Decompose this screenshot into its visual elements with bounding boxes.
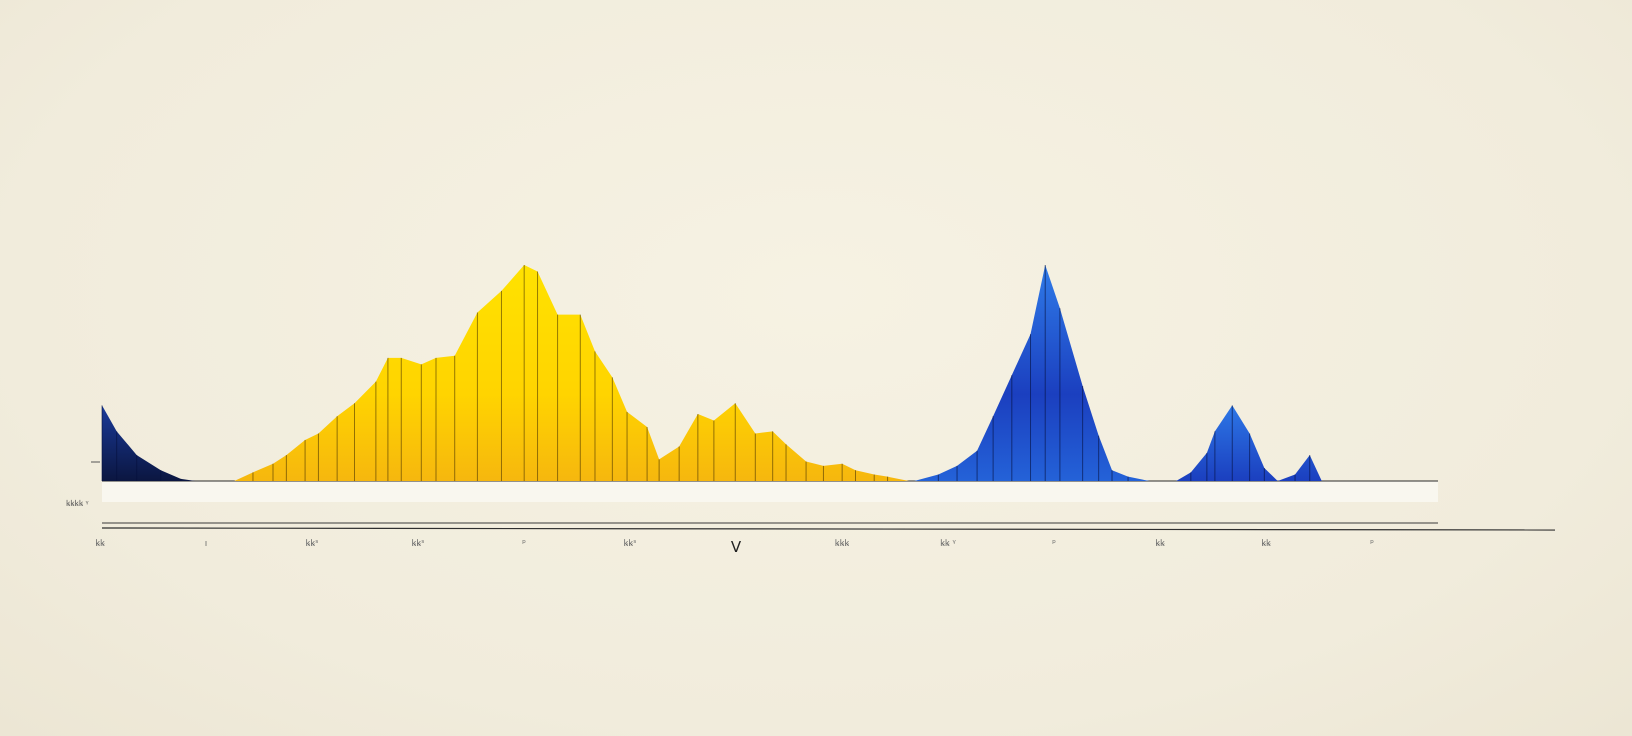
series-layer	[101, 265, 1322, 481]
x-tick-label-6: ꝃꝃˢ	[624, 539, 637, 549]
series-3	[914, 265, 1150, 481]
x-tick-label-11: ꝃꝃ	[1155, 539, 1165, 549]
baseline-strip	[102, 481, 1438, 502]
x-tick-label-10: ᵖ	[1052, 539, 1056, 549]
x-tick-label-7: V	[731, 538, 742, 556]
series-1-area	[102, 405, 196, 481]
series-4	[1176, 405, 1322, 481]
x-tick-label-5: ᵖ	[522, 539, 526, 549]
x-tick-label-9: ꝃꝃ ᵞ	[940, 539, 956, 549]
series-2	[234, 265, 909, 481]
x-tick-label-2: ı	[205, 539, 208, 549]
series-1	[101, 405, 196, 481]
x-axis-line-secondary	[101, 527, 1556, 531]
x-tick-label-12: ꝃꝃ	[1261, 539, 1271, 549]
x-tick-label-4: ꝃꝃˢ	[412, 539, 425, 549]
y-tick-label: ꝃꝃꝃꝃ ᵞ	[66, 499, 89, 508]
x-tick-label-13: ᵖ	[1370, 539, 1374, 549]
x-tick-label-8: ꝃꝃꝃ	[835, 539, 850, 549]
series-4-area	[1176, 405, 1322, 481]
series-3-area	[914, 265, 1150, 481]
x-tick-label-3: ꝃꝃˢ	[306, 539, 319, 549]
x-tick-label-1: ꝃꝃ	[95, 539, 105, 549]
series-2-area	[234, 265, 909, 481]
